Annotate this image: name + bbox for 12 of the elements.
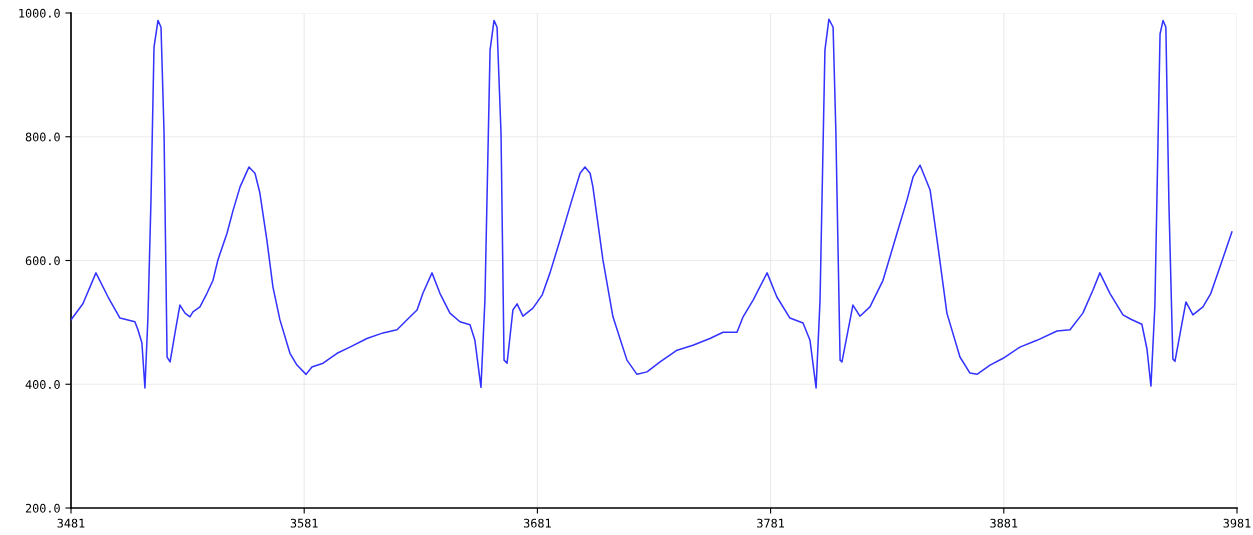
x-tick-label: 3981 xyxy=(1223,518,1251,528)
y-tick-label: 600.0 xyxy=(25,256,60,266)
y-tick-label: 200.0 xyxy=(25,503,60,513)
x-tick-label: 3681 xyxy=(523,518,551,528)
x-tick-label: 3481 xyxy=(57,518,85,528)
y-tick-label: 400.0 xyxy=(25,380,60,389)
x-tick-label: 3581 xyxy=(290,518,318,528)
x-tick-label: 3881 xyxy=(990,518,1018,528)
y-tick-label: 800.0 xyxy=(25,132,60,142)
x-tick-label: 3781 xyxy=(757,518,785,528)
line-series xyxy=(71,18,1233,389)
y-tick-label: 1000.0 xyxy=(19,8,60,18)
